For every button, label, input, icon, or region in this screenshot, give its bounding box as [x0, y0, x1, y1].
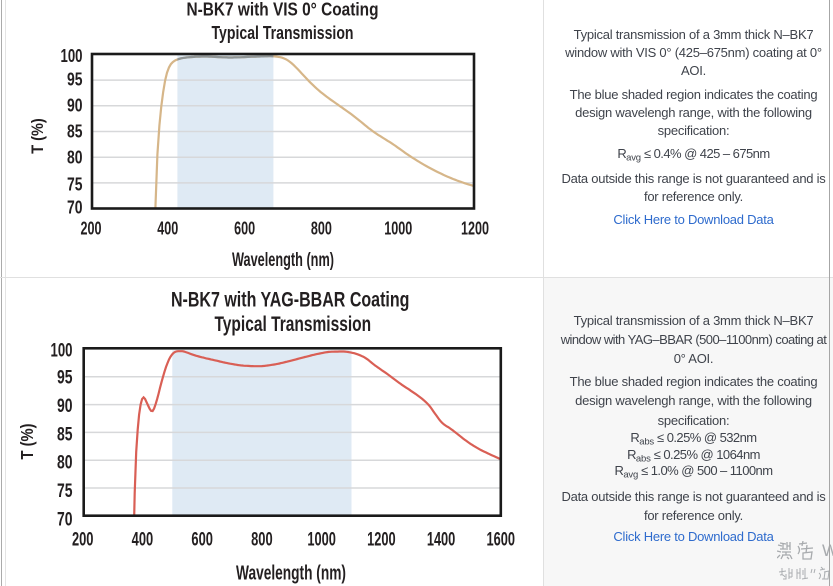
svg-text:100: 100: [51, 341, 73, 362]
svg-text:Wavelength (nm): Wavelength (nm): [232, 250, 334, 271]
svg-text:400: 400: [132, 530, 154, 551]
svg-text:800: 800: [311, 219, 332, 239]
svg-text:85: 85: [67, 122, 83, 142]
svg-text:T (%): T (%): [17, 424, 37, 460]
svg-text:600: 600: [191, 530, 213, 551]
svg-text:1200: 1200: [367, 530, 396, 551]
svg-text:Typical Transmission: Typical Transmission: [214, 313, 371, 336]
svg-text:200: 200: [72, 530, 94, 551]
svg-text:95: 95: [57, 368, 73, 389]
svg-text:400: 400: [157, 219, 178, 239]
svg-text:70: 70: [67, 198, 83, 218]
svg-text:85: 85: [57, 424, 73, 445]
svg-text:1200: 1200: [461, 219, 489, 239]
svg-text:800: 800: [251, 530, 273, 551]
svg-text:600: 600: [234, 219, 255, 239]
svg-text:Wavelength (nm): Wavelength (nm): [236, 561, 346, 584]
svg-text:80: 80: [57, 453, 73, 474]
svg-text:90: 90: [57, 396, 73, 417]
svg-text:N-BK7 with VIS 0° Coating: N-BK7 with VIS 0° Coating: [187, 0, 379, 20]
svg-text:1000: 1000: [307, 530, 336, 551]
svg-text:95: 95: [67, 69, 83, 89]
svg-text:100: 100: [61, 46, 83, 66]
svg-text:90: 90: [67, 95, 83, 115]
svg-text:Typical Transmission: Typical Transmission: [212, 22, 354, 43]
svg-text:75: 75: [67, 174, 83, 194]
svg-text:N-BK7 with YAG-BBAR Coating: N-BK7 with YAG-BBAR Coating: [171, 289, 410, 312]
svg-text:T (%): T (%): [28, 118, 47, 154]
svg-text:200: 200: [81, 219, 102, 239]
svg-text:70: 70: [57, 510, 73, 531]
svg-text:1600: 1600: [487, 530, 516, 551]
svg-text:1000: 1000: [384, 219, 412, 239]
svg-text:80: 80: [67, 148, 83, 168]
svg-text:75: 75: [57, 481, 73, 502]
svg-text:1400: 1400: [427, 530, 456, 551]
